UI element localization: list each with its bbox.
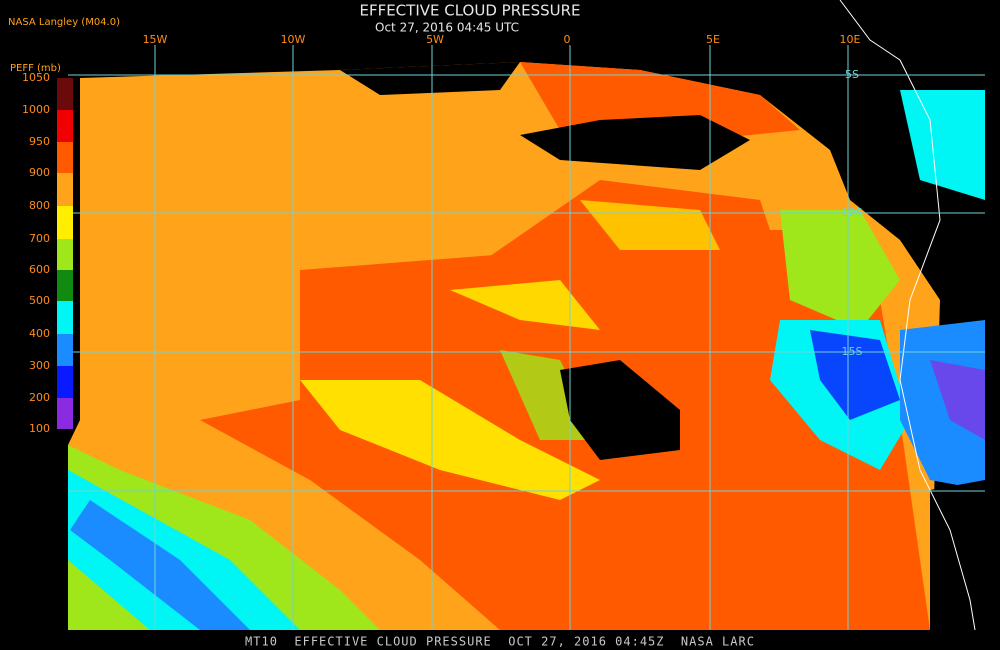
legend-label: 1050 <box>22 71 50 84</box>
legend-label: 950 <box>29 135 50 148</box>
legend-swatch <box>57 270 73 301</box>
legend-label: 900 <box>29 166 50 179</box>
latitude-label: 5S <box>845 68 859 81</box>
longitude-label: 5E <box>706 33 720 46</box>
longitude-label: 5W <box>426 33 444 46</box>
footer: MT10 EFFECTIVE CLOUD PRESSURE OCT 27, 20… <box>245 635 755 649</box>
legend-swatch <box>57 173 73 206</box>
legend-swatch <box>57 142 73 173</box>
legend-swatch <box>57 206 73 239</box>
legend-label: 600 <box>29 263 50 276</box>
legend-label: 300 <box>29 359 50 372</box>
longitude-label: 10W <box>281 33 306 46</box>
grid <box>68 45 985 630</box>
latitude-label: 10S <box>842 206 863 219</box>
legend-swatch <box>57 366 73 398</box>
longitude-label: 0 <box>564 33 571 46</box>
legend-label: 800 <box>29 199 50 212</box>
legend-label: 700 <box>29 232 50 245</box>
title: EFFECTIVE CLOUD PRESSURE <box>359 2 580 20</box>
legend-swatch <box>57 110 73 142</box>
legend-label: 1000 <box>22 103 50 116</box>
source: NASA Langley (M04.0) <box>8 17 120 28</box>
legend-swatch <box>57 334 73 366</box>
longitude-label: 10E <box>840 33 861 46</box>
legend-swatch <box>57 239 73 270</box>
legend-label: 500 <box>29 294 50 307</box>
legend-label: 200 <box>29 391 50 404</box>
legend-title: PEFF (mb) <box>10 63 61 74</box>
subtitle: Oct 27, 2016 04:45 UTC <box>375 21 519 35</box>
legend-label: 400 <box>29 327 50 340</box>
imagery <box>68 0 985 631</box>
overlay: 1050 1000 950 900 800 700 600 500 400 300 200 100 15… <box>22 33 863 435</box>
legend-label: 100 <box>29 422 50 435</box>
longitude-label: 15W <box>143 33 168 46</box>
legend-swatch <box>57 301 73 334</box>
legend-swatch <box>57 78 73 110</box>
legend-swatch <box>57 398 73 429</box>
latitude-label: 15S <box>842 345 863 358</box>
